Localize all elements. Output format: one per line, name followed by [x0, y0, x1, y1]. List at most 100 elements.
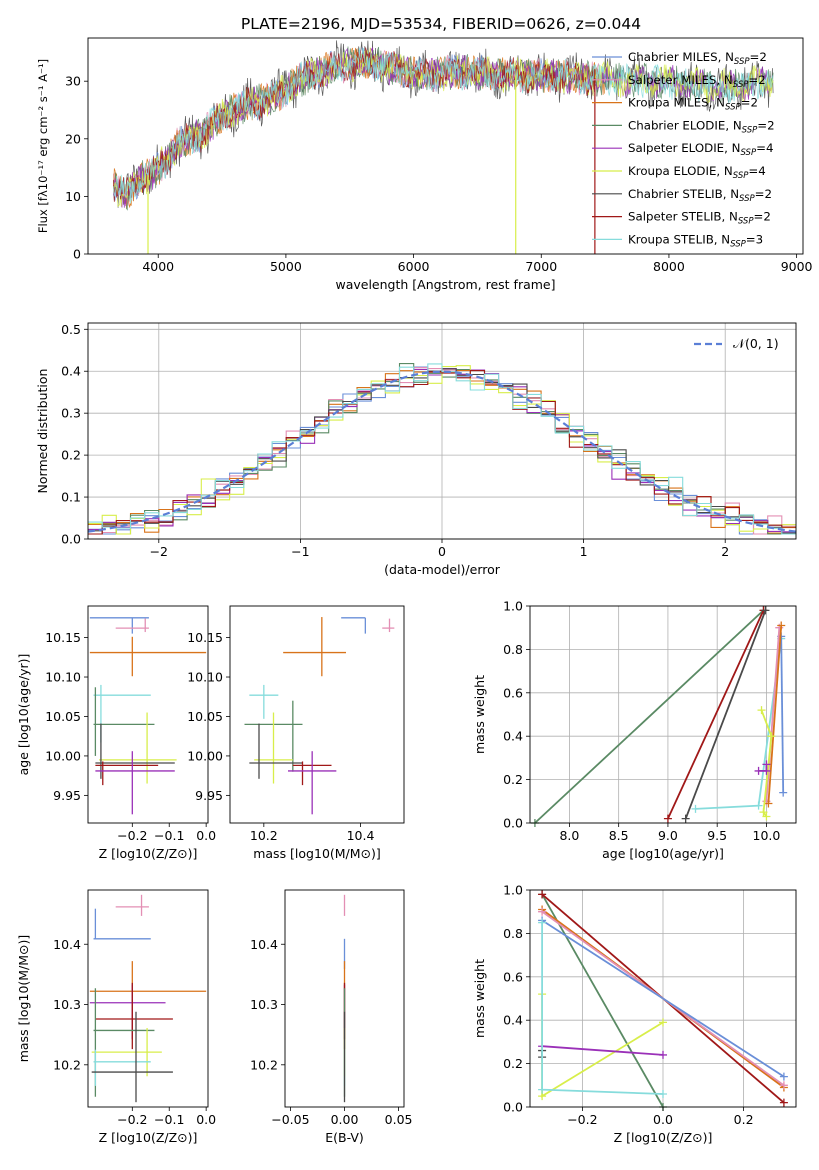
legend-label: Kroupa MILES, NSSP=2 [628, 96, 758, 113]
data-point [95, 761, 159, 786]
data-point [249, 684, 279, 719]
legend-label: Chabrier ELODIE, NSSP=2 [628, 118, 775, 135]
series [663, 606, 768, 823]
x-axis-label: Z [log10(Z/Z⊙)] [614, 1130, 713, 1145]
series-marker [691, 804, 700, 813]
y-tick-label: 0.0 [503, 1100, 523, 1115]
series-line [541, 994, 664, 1098]
plot-area [538, 890, 788, 1111]
y-tick-label: 0.2 [503, 1056, 523, 1071]
normal-reference-curve [87, 370, 797, 533]
y-axis-label: mass weight [472, 675, 487, 754]
plot-area [89, 617, 207, 815]
series-line [684, 609, 767, 820]
y-tick-label: 0.4 [61, 364, 81, 379]
axes: −2 −1 0 1 2 0.0 0.1 0.2 0.3 0.4 0.5 (data-model)/er… [35, 322, 797, 577]
x-tick-label: −2 [150, 544, 168, 559]
panel-7: −0.05 0.00 0.05 10.2 10.3 10.4 E(B-V) [250, 889, 413, 1145]
data-point [283, 617, 346, 677]
y-tick-label: 10.15 [45, 630, 81, 645]
x-tick-label: −0.1 [154, 1112, 184, 1127]
x-tick-label: −0.1 [154, 828, 184, 843]
y-tick-label: 10.15 [187, 630, 223, 645]
x-tick-label: 0.00 [331, 1112, 359, 1127]
series-marker [538, 890, 547, 899]
legend-label: Salpeter MILES, NSSP=2 [628, 73, 766, 90]
series [757, 706, 776, 821]
series [681, 606, 770, 823]
y-tick-label: 0.0 [503, 816, 523, 831]
y-tick-label: 10.2 [250, 1057, 278, 1072]
x-tick-label: 0.2 [734, 1112, 754, 1127]
series-marker [754, 766, 763, 775]
x-tick-label: 5000 [270, 259, 302, 274]
y-tick-label: 10.3 [53, 997, 81, 1012]
series-line [760, 709, 773, 817]
data-point [288, 751, 337, 815]
axes: −0.2 −0.1 0.0 10.2 10.3 10.4 Z [log10(Z/Z⊙)] ma… [16, 889, 216, 1145]
series-marker [538, 918, 547, 927]
series-line [541, 922, 664, 1095]
x-tick-label: 0.0 [653, 1112, 673, 1127]
x-tick-label: 8.0 [559, 828, 579, 843]
x-tick-label: 9.0 [658, 828, 678, 843]
x-tick-label: −0.2 [117, 828, 147, 843]
series-marker [762, 812, 771, 821]
x-tick-label: 4000 [142, 259, 174, 274]
panel-8: −0.2 0.0 0.2 0.0 0.2 0.4 0.6 0.8 1.0 Z [log10(Z/Z… [472, 883, 797, 1145]
x-tick-label: 10.0 [753, 828, 781, 843]
y-axis-label: mass [log10(M/M⊙)] [16, 935, 31, 1063]
data-point [91, 1011, 173, 1103]
y-tick-label: 10.4 [250, 937, 278, 952]
legend-entry: Chabrier MILES, NSSP=2 [592, 50, 767, 67]
axes-frame [87, 37, 804, 255]
y-tick-label: 20 [65, 131, 81, 146]
series-marker [681, 814, 690, 823]
data-point [91, 1028, 162, 1077]
data-point [341, 617, 366, 634]
series [764, 621, 786, 808]
x-tick-label: 10.2 [250, 828, 278, 843]
legend-label: Salpeter ELODIE, NSSP=4 [628, 141, 773, 158]
legend-label: 𝒩(0, 1) [733, 336, 779, 351]
x-tick-label: −0.2 [117, 1112, 147, 1127]
series-marker [757, 706, 766, 715]
legend-entry: Kroupa ELODIE, NSSP=4 [592, 164, 766, 181]
y-tick-label: 1.0 [503, 883, 523, 898]
series-marker [779, 1098, 788, 1107]
y-tick-label: 0.4 [503, 1013, 523, 1028]
data-point [95, 751, 175, 815]
series [538, 1042, 667, 1059]
series-line [541, 893, 664, 1108]
y-tick-label: 10.00 [187, 748, 223, 763]
x-tick-label: −1 [291, 544, 309, 559]
y-tick-label: 0.2 [61, 448, 81, 463]
plot-area: 𝒩(0, 1) [87, 336, 797, 535]
plot-area: Chabrier MILES, NSSP=2 Salpeter MILES, NS… [113, 40, 775, 254]
x-tick-label: −0.2 [567, 1112, 597, 1127]
axes-frame [229, 605, 405, 824]
data-point [89, 961, 207, 1040]
legend-label: Chabrier MILES, NSSP=2 [628, 50, 767, 67]
series-marker [779, 1081, 788, 1090]
axes: −0.2 −0.1 0.0 9.95 10.00 10.05 10.10 10.15 Z [lo… [16, 605, 216, 861]
axes: 4000 5000 6000 7000 8000 9000 0 10 20 30 wavelengt… [36, 37, 813, 292]
x-tick-label: 8.5 [609, 828, 629, 843]
y-tick-label: 0.8 [503, 642, 523, 657]
x-axis-label: (data-model)/error [384, 562, 501, 577]
data-point [382, 618, 395, 633]
x-tick-label: 9000 [781, 259, 813, 274]
series-marker [659, 1050, 667, 1059]
axes-frame [87, 889, 209, 1108]
axes-frame [87, 605, 209, 824]
y-tick-label: 10.05 [45, 709, 81, 724]
x-axis-label: mass [log10(M/M⊙)] [253, 846, 381, 861]
axes: 10.2 10.4 9.95 10.00 10.05 10.10 10.15 mass [lo… [187, 605, 405, 861]
series-line [541, 919, 785, 1078]
x-tick-label: 7000 [525, 259, 557, 274]
legend-label: Kroupa STELIB, NSSP=3 [628, 232, 763, 249]
spectrum-line [113, 47, 595, 202]
plot-area [89, 894, 207, 1103]
plot-area [530, 606, 788, 827]
